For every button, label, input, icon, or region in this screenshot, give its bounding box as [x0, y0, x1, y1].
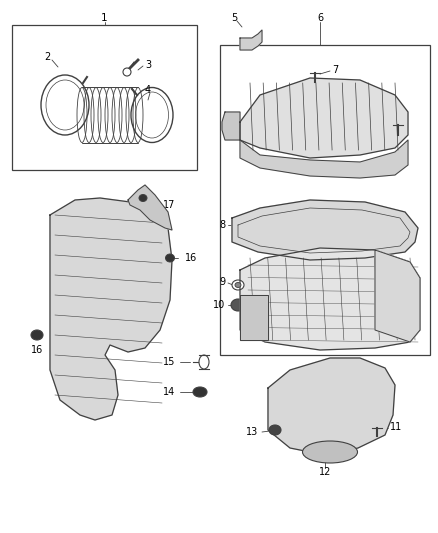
Polygon shape	[232, 200, 418, 260]
Bar	[220, 45, 430, 355]
Text: 1: 1	[101, 13, 108, 23]
Polygon shape	[240, 248, 420, 350]
Text: 14: 14	[163, 387, 175, 397]
Text: 16: 16	[185, 253, 197, 263]
Polygon shape	[240, 78, 408, 158]
Polygon shape	[268, 358, 395, 455]
Text: 7: 7	[332, 65, 338, 75]
Text: 13: 13	[246, 427, 258, 437]
Text: 5: 5	[231, 13, 237, 23]
Text: 10: 10	[213, 300, 225, 310]
Ellipse shape	[166, 254, 174, 262]
Text: 15: 15	[162, 357, 175, 367]
Polygon shape	[240, 295, 268, 340]
Polygon shape	[240, 140, 408, 178]
Polygon shape	[375, 250, 420, 342]
Polygon shape	[50, 198, 172, 420]
Polygon shape	[222, 112, 240, 140]
Text: 8: 8	[219, 220, 225, 230]
Text: 17: 17	[163, 200, 175, 210]
Ellipse shape	[235, 282, 241, 287]
Ellipse shape	[303, 441, 357, 463]
Text: 12: 12	[319, 467, 331, 477]
Text: 3: 3	[145, 60, 151, 70]
Text: 6: 6	[317, 13, 323, 23]
Text: 4: 4	[145, 85, 151, 95]
Polygon shape	[128, 185, 172, 230]
Ellipse shape	[139, 195, 147, 201]
Ellipse shape	[123, 68, 131, 76]
Text: 16: 16	[31, 345, 43, 355]
Ellipse shape	[31, 330, 43, 340]
Ellipse shape	[193, 387, 207, 397]
Ellipse shape	[232, 280, 244, 290]
Ellipse shape	[199, 355, 209, 369]
Ellipse shape	[269, 425, 281, 435]
Text: 11: 11	[390, 422, 402, 432]
Polygon shape	[240, 30, 262, 50]
Bar	[12, 25, 197, 170]
Ellipse shape	[231, 299, 245, 311]
Text: 2: 2	[44, 52, 50, 62]
Text: 9: 9	[219, 277, 225, 287]
